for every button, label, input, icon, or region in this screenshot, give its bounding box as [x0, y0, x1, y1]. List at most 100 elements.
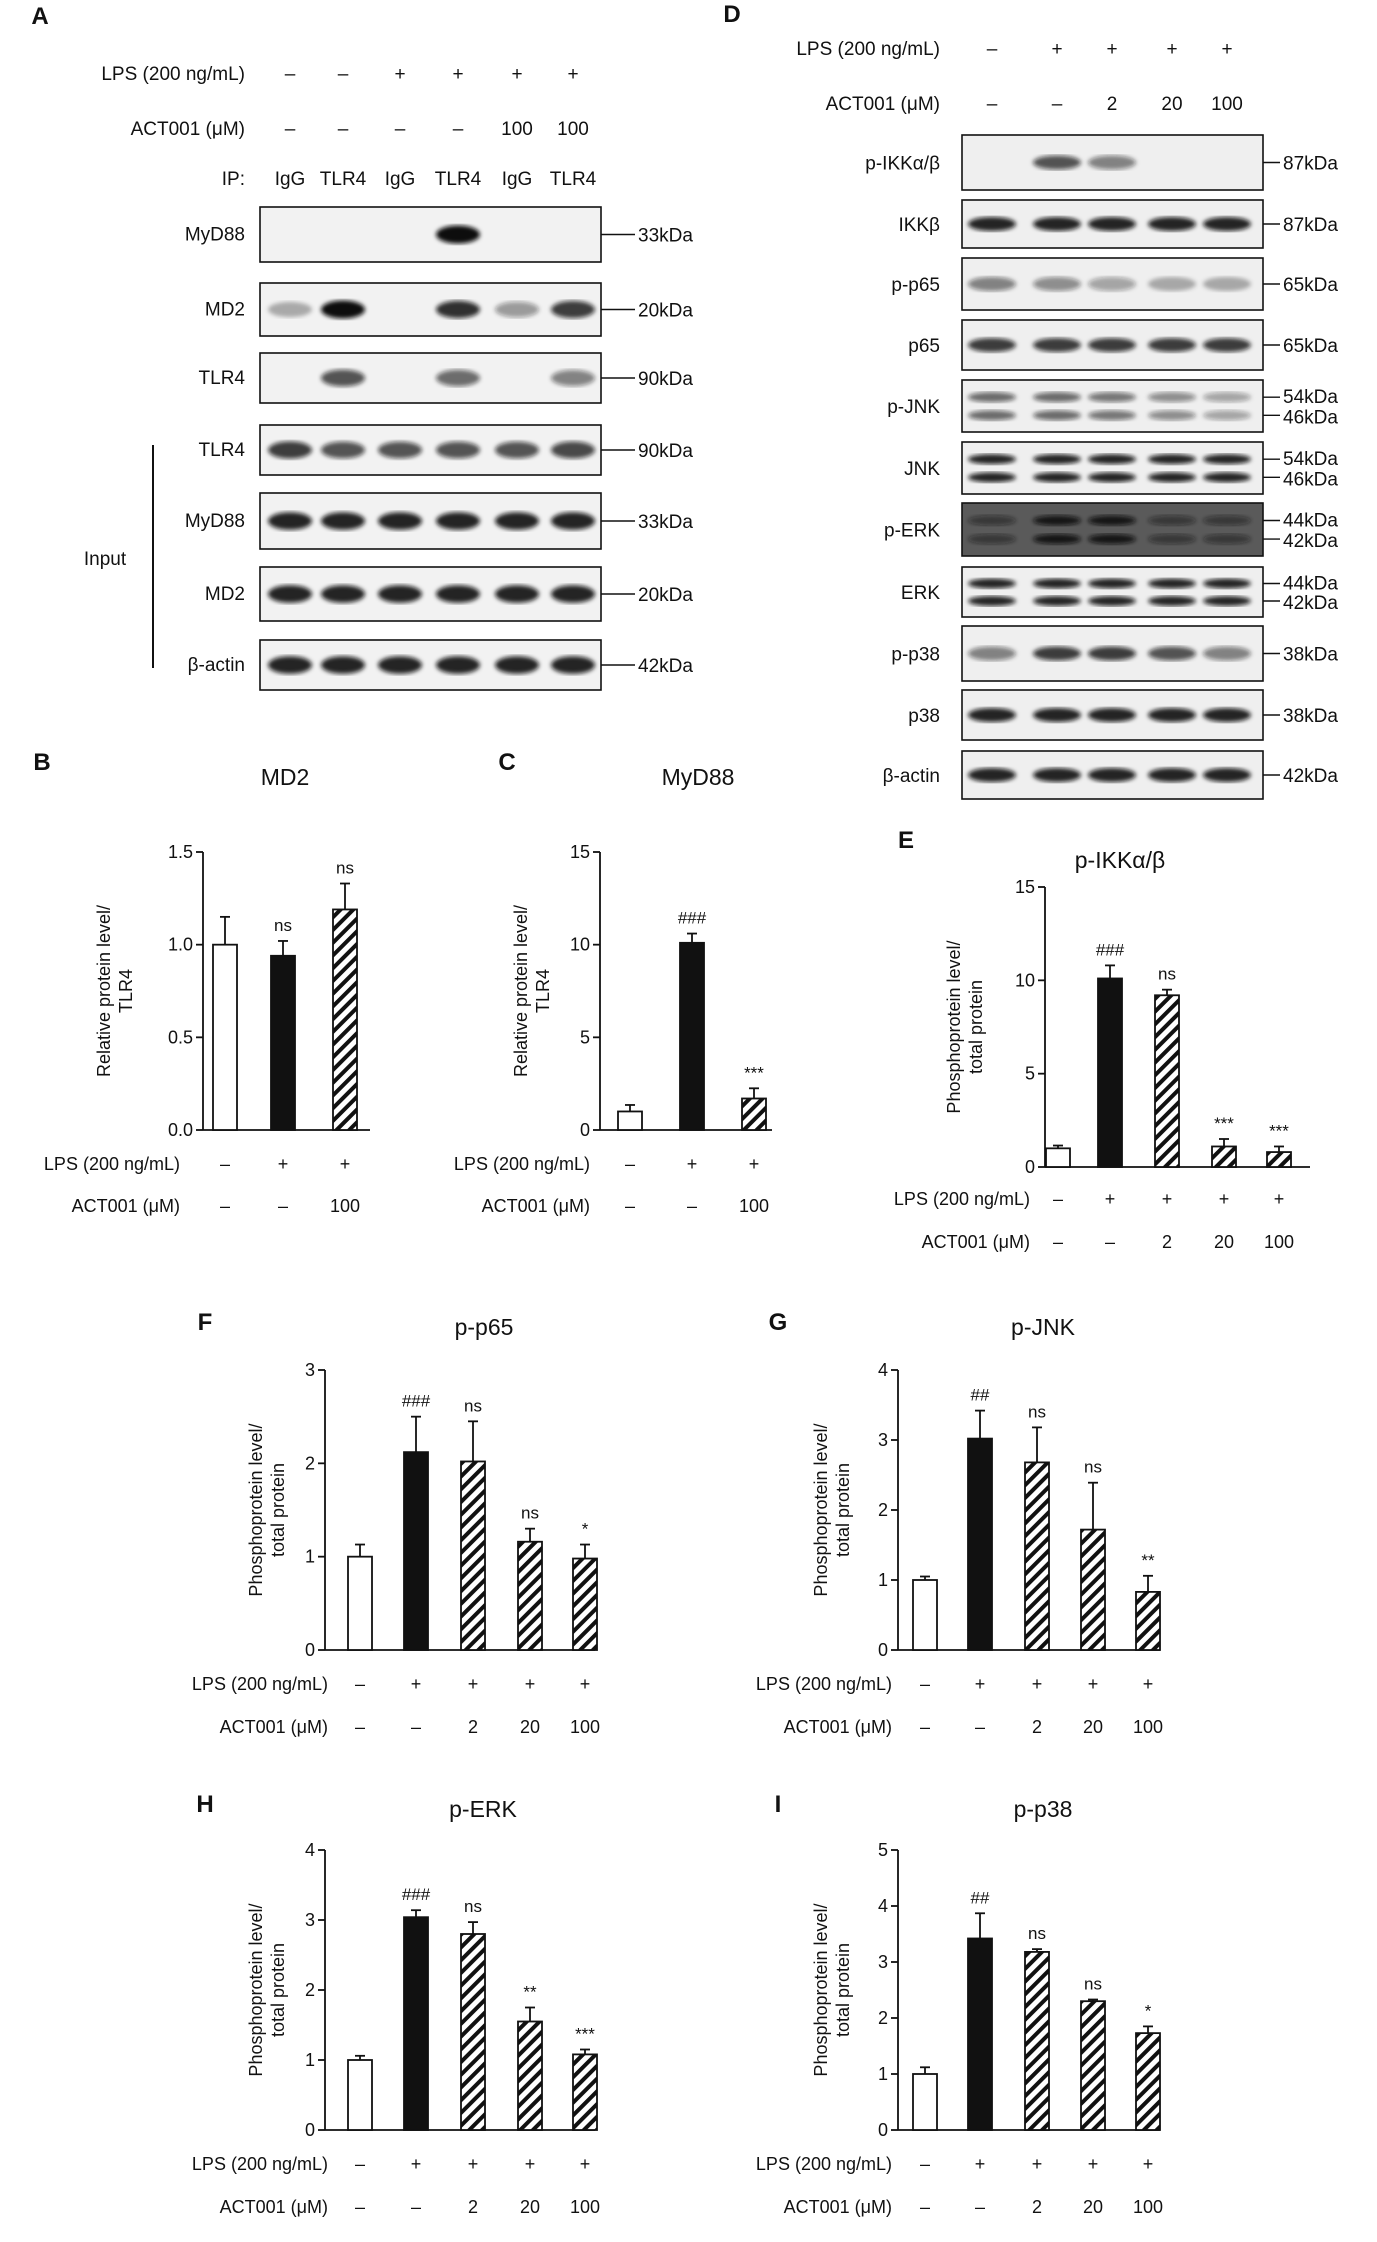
significance-label: *	[582, 1520, 589, 1539]
kda-label-a: 20kDa	[638, 585, 693, 606]
y-axis-label-line: total protein	[833, 1463, 853, 1557]
lps-sign: +	[468, 2154, 479, 2174]
ip-lane-a: TLR4	[320, 169, 367, 190]
y-tick-label: 4	[878, 1360, 888, 1380]
blot-band-a	[268, 585, 312, 603]
blot-band-d	[1033, 338, 1081, 352]
blot-band-d	[1033, 515, 1081, 526]
blot-band-d	[1088, 217, 1136, 231]
significance-label: ns	[1084, 1458, 1102, 1477]
y-tick-label: 0	[878, 1640, 888, 1660]
ip-lane-a: TLR4	[550, 169, 597, 190]
ip-lane-a: IgG	[385, 169, 416, 190]
act-dose-d: 100	[1211, 94, 1243, 115]
act-dose: 100	[1133, 2197, 1163, 2217]
y-tick-label: 0	[305, 2120, 315, 2140]
y-axis-label: Phosphoprotein level/total protein	[944, 940, 986, 1113]
blot-band-a	[551, 585, 595, 603]
blot-band-d	[1088, 155, 1136, 170]
y-axis-label: Phosphoprotein level/total protein	[246, 1903, 288, 2076]
ip-lane-a: TLR4	[435, 169, 482, 190]
y-tick-label: 15	[1015, 877, 1035, 897]
kda-label-d: 38kDa	[1283, 706, 1338, 727]
blot-band-d	[1088, 708, 1136, 722]
lps-sign: +	[687, 1154, 698, 1174]
y-axis-label-line: Phosphoprotein level/	[944, 940, 964, 1113]
lps-sign: –	[355, 2154, 365, 2174]
blot-box-d	[961, 566, 1264, 618]
bar	[679, 941, 705, 1131]
blot-box-d	[961, 379, 1264, 433]
act-dose-d: 2	[1107, 94, 1118, 115]
blot-band-d	[1203, 277, 1251, 291]
blot-band-a	[436, 441, 480, 459]
bar	[347, 1555, 373, 1651]
lps-sign: –	[355, 1674, 365, 1694]
act-dose-a: –	[453, 119, 464, 140]
bar	[967, 1437, 993, 1651]
blot-band-d	[968, 454, 1016, 465]
kda-label-a: 33kDa	[638, 226, 693, 247]
blot-band-d	[968, 338, 1016, 352]
lps-label-a: LPS (200 ng/mL)	[101, 64, 245, 85]
blot-band-a	[495, 441, 539, 459]
act-dose: –	[920, 1717, 930, 1737]
significance-label: ns	[1028, 1924, 1046, 1943]
act-dose: 100	[1133, 1717, 1163, 1737]
bar	[1080, 1528, 1106, 1651]
lps-label: LPS (200 ng/mL)	[894, 1189, 1030, 1209]
y-tick-label: 4	[878, 1896, 888, 1916]
act-dose: –	[1053, 1232, 1063, 1252]
act-dose: 100	[739, 1196, 769, 1216]
chart-title: p-p38	[1014, 1796, 1073, 1822]
y-tick-label: 5	[580, 1027, 590, 1047]
significance-label: ###	[402, 1885, 431, 1904]
kda-label-d: 54kDa	[1283, 387, 1338, 408]
ip-lane-a: IgG	[502, 169, 533, 190]
y-tick-label: 1	[878, 2064, 888, 2084]
lps-sign: +	[1088, 1674, 1099, 1694]
lps-sign: +	[975, 2154, 986, 2174]
act-dose: –	[975, 2197, 985, 2217]
act-dose: –	[220, 1196, 230, 1216]
lps-sign: +	[1105, 1189, 1116, 1209]
blot-band-a	[551, 300, 595, 319]
blot-box-a	[259, 424, 602, 476]
blot-band-a	[378, 585, 422, 603]
blot-band-a	[321, 585, 365, 603]
act-dose: –	[687, 1196, 697, 1216]
blot-band-d	[1033, 578, 1081, 589]
blot-box-a	[259, 639, 602, 691]
lps-sign: +	[411, 1674, 422, 1694]
act-dose: –	[975, 1717, 985, 1737]
significance-label: ##	[971, 1386, 990, 1405]
kda-label-d: 44kDa	[1283, 510, 1338, 531]
blot-band-a	[436, 300, 480, 319]
blot-box-a	[259, 492, 602, 550]
lps-sign: +	[1032, 1674, 1043, 1694]
blot-band-d	[1148, 410, 1196, 421]
blot-band-d	[1033, 277, 1081, 291]
act-dose: 100	[570, 1717, 600, 1737]
y-tick-label: 0	[1025, 1157, 1035, 1177]
chart-title: p-p65	[455, 1314, 514, 1340]
lps-sign: +	[340, 1154, 351, 1174]
act-dose: 100	[570, 2197, 600, 2217]
y-axis-label: Phosphoprotein level/total protein	[811, 1423, 853, 1596]
y-axis-label-line: total protein	[833, 1943, 853, 2037]
act-label: ACT001 (μM)	[922, 1232, 1030, 1252]
y-axis-label-line: Relative protein level/	[94, 905, 114, 1077]
blot-label-d: ERK	[901, 583, 940, 604]
blot-band-d	[1148, 277, 1196, 291]
kda-label-d: 65kDa	[1283, 275, 1338, 296]
lps-sign-d: +	[1106, 39, 1117, 60]
y-axis-label-line: TLR4	[116, 969, 136, 1013]
lps-sign: +	[580, 1674, 591, 1694]
significance-label: ##	[971, 1888, 990, 1907]
blot-band-d	[1088, 410, 1136, 421]
y-axis-label-line: Phosphoprotein level/	[811, 1903, 831, 2076]
y-tick-label: 1.0	[168, 935, 193, 955]
blot-band-d	[1033, 155, 1081, 170]
bar	[460, 1460, 486, 1651]
lps-sign: +	[1143, 1674, 1154, 1694]
